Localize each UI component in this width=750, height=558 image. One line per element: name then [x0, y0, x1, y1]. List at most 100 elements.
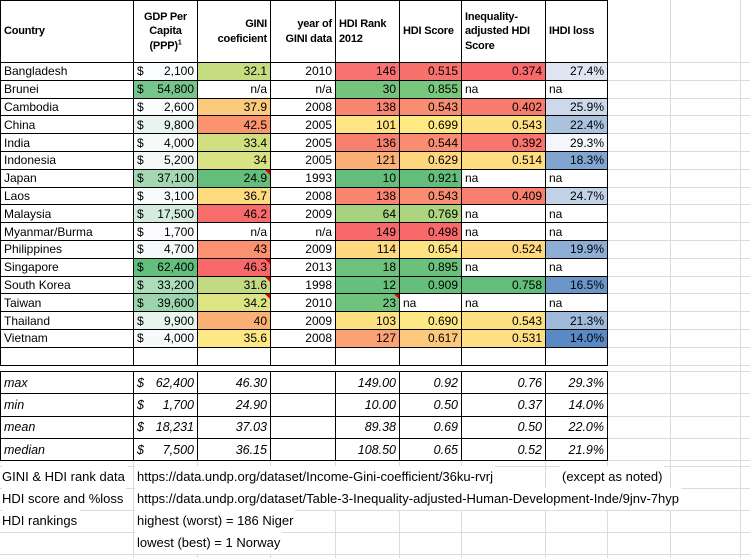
cell-hdi[interactable]: 0.699: [400, 116, 462, 135]
header-inequality-adjusted-hdi[interactable]: Inequality-adjusted HDI Score: [462, 1, 546, 63]
summary-cell-gdp[interactable]: $1,700: [134, 394, 198, 417]
header-gdp-per-capita[interactable]: GDP Per Capita (PPP)1: [134, 1, 198, 63]
cell-gini[interactable]: 31.6: [198, 276, 271, 295]
summary-cell-year[interactable]: [271, 372, 336, 395]
summary-cell-label[interactable]: max: [1, 372, 134, 395]
cell-gini[interactable]: 34: [198, 151, 271, 170]
header-ihdi-loss[interactable]: IHDI loss: [546, 1, 608, 63]
cell-iahdi[interactable]: 0.543: [462, 312, 546, 330]
cell-rank[interactable]: 12: [336, 276, 400, 295]
cell-iahdi[interactable]: 0.531: [462, 329, 546, 348]
cell-gdp[interactable]: $62,400: [134, 258, 198, 277]
cell-gdp[interactable]: $4,000: [134, 134, 198, 152]
cell-year[interactable]: 2005: [271, 134, 336, 152]
cell-country[interactable]: Singapore: [1, 258, 134, 277]
cell-loss[interactable]: 21.3%: [546, 312, 608, 330]
summary-cell-iahdi[interactable]: 0.37: [462, 394, 546, 417]
cell-gdp[interactable]: $4,700: [134, 240, 198, 259]
cell-year[interactable]: 2009: [271, 312, 336, 330]
cell-rank[interactable]: 64: [336, 205, 400, 224]
cell-country[interactable]: Indonesia: [1, 151, 134, 170]
cell-rank[interactable]: 136: [336, 134, 400, 152]
summary-cell-gini[interactable]: 36.15: [198, 438, 271, 462]
summary-cell-loss[interactable]: 22.0%: [546, 416, 608, 439]
cell-iahdi[interactable]: na: [462, 223, 546, 241]
summary-cell-gini[interactable]: 46.30: [198, 372, 271, 395]
summary-cell-gdp[interactable]: $18,231: [134, 416, 198, 439]
cell-rank[interactable]: 138: [336, 187, 400, 206]
cell-hdi[interactable]: 0.498: [400, 223, 462, 241]
cell-empty[interactable]: [271, 347, 336, 366]
cell-gdp[interactable]: $2,100: [134, 63, 198, 81]
summary-cell-hdi[interactable]: 0.92: [400, 372, 462, 395]
header-year-of-gini-data[interactable]: year of GINI data: [271, 1, 336, 63]
summary-cell-label[interactable]: mean: [1, 416, 134, 439]
cell-iahdi[interactable]: 0.374: [462, 63, 546, 81]
cell-country[interactable]: Taiwan: [1, 294, 134, 313]
cell-rank[interactable]: 30: [336, 80, 400, 99]
cell-rank[interactable]: 149: [336, 223, 400, 241]
cell-loss[interactable]: 14.0%: [546, 329, 608, 348]
cell-year[interactable]: 2010: [271, 63, 336, 81]
cell-iahdi[interactable]: na: [462, 294, 546, 313]
summary-cell-loss[interactable]: 21.9%: [546, 438, 608, 462]
cell-country[interactable]: Vietnam: [1, 329, 134, 348]
summary-cell-iahdi[interactable]: 0.50: [462, 416, 546, 439]
cell-country[interactable]: Cambodia: [1, 98, 134, 117]
cell-gdp[interactable]: $3,100: [134, 187, 198, 206]
cell-loss[interactable]: 25.9%: [546, 98, 608, 117]
cell-year[interactable]: 2009: [271, 205, 336, 224]
summary-cell-gini[interactable]: 24.90: [198, 394, 271, 417]
cell-iahdi[interactable]: na: [462, 205, 546, 224]
cell-gini[interactable]: 35.6: [198, 329, 271, 348]
cell-gdp[interactable]: $37,100: [134, 169, 198, 188]
summary-cell-rank[interactable]: 10.00: [336, 394, 400, 417]
cell-country[interactable]: South Korea: [1, 276, 134, 295]
cell-iahdi[interactable]: 0.758: [462, 276, 546, 295]
cell-hdi[interactable]: 0.909: [400, 276, 462, 295]
cell-gini[interactable]: 46.2: [198, 205, 271, 224]
summary-cell-year[interactable]: [271, 394, 336, 417]
summary-cell-rank[interactable]: 149.00: [336, 372, 400, 395]
cell-iahdi[interactable]: 0.402: [462, 98, 546, 117]
cell-gdp[interactable]: $9,800: [134, 116, 198, 135]
cell-loss[interactable]: na: [546, 294, 608, 313]
cell-gini[interactable]: 34.2: [198, 294, 271, 313]
cell-country[interactable]: Bangladesh: [1, 63, 134, 81]
cell-gini[interactable]: n/a: [198, 80, 271, 99]
header-country[interactable]: Country: [1, 1, 134, 63]
cell-rank[interactable]: 10: [336, 169, 400, 188]
cell-iahdi[interactable]: na: [462, 80, 546, 99]
cell-year[interactable]: 2009: [271, 240, 336, 259]
summary-cell-gdp[interactable]: $62,400: [134, 372, 198, 395]
summary-cell-label[interactable]: median: [1, 438, 134, 462]
summary-cell-hdi[interactable]: 0.65: [400, 438, 462, 462]
cell-rank[interactable]: 18: [336, 258, 400, 277]
cell-country[interactable]: Laos: [1, 187, 134, 206]
cell-rank[interactable]: 138: [336, 98, 400, 117]
cell-hdi[interactable]: na: [400, 294, 462, 313]
cell-year[interactable]: 2008: [271, 329, 336, 348]
cell-gdp[interactable]: $54,800: [134, 80, 198, 99]
cell-iahdi[interactable]: na: [462, 258, 546, 277]
cell-iahdi[interactable]: 0.392: [462, 134, 546, 152]
cell-gini[interactable]: 24.9: [198, 169, 271, 188]
cell-hdi[interactable]: 0.515: [400, 63, 462, 81]
cell-year[interactable]: 2008: [271, 98, 336, 117]
cell-country[interactable]: Myanmar/Burma: [1, 223, 134, 241]
cell-country[interactable]: Brunei: [1, 80, 134, 99]
cell-hdi[interactable]: 0.690: [400, 312, 462, 330]
cell-loss[interactable]: 27.4%: [546, 63, 608, 81]
cell-country[interactable]: Philippines: [1, 240, 134, 259]
cell-loss[interactable]: na: [546, 258, 608, 277]
cell-gini[interactable]: 43: [198, 240, 271, 259]
cell-rank[interactable]: 114: [336, 240, 400, 259]
cell-hdi[interactable]: 0.855: [400, 80, 462, 99]
cell-empty[interactable]: [1, 347, 134, 366]
cell-loss[interactable]: 22.4%: [546, 116, 608, 135]
summary-cell-hdi[interactable]: 0.69: [400, 416, 462, 439]
cell-year[interactable]: 1998: [271, 276, 336, 295]
cell-loss[interactable]: 24.7%: [546, 187, 608, 206]
cell-iahdi[interactable]: 0.543: [462, 116, 546, 135]
header-gini-coefficient[interactable]: GINI coeficient: [198, 1, 271, 63]
